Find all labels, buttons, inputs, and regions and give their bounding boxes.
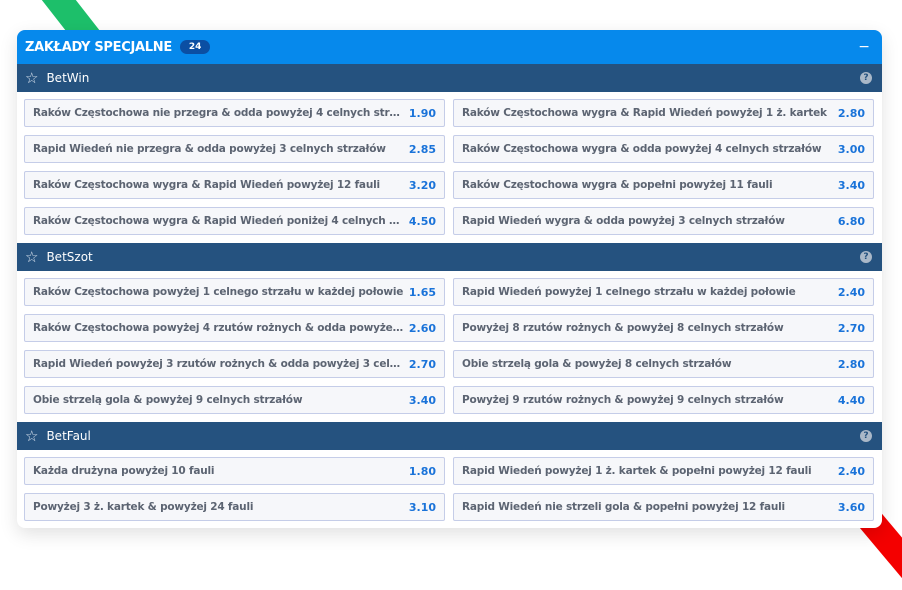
bet-label: Obie strzelą gola & powyżej 9 celnych st…	[33, 394, 303, 406]
panel-header[interactable]: ZAKŁADY SPECJALNE 24 −	[17, 30, 882, 64]
bet-odd: 2.85	[408, 142, 436, 156]
bet-odd: 1.80	[408, 464, 436, 478]
bet-button[interactable]: Raków Częstochowa wygra & Rapid Wiedeń p…	[24, 171, 445, 199]
bet-odd: 1.65	[408, 285, 436, 299]
bet-label: Rapid Wiedeń powyżej 1 celnego strzału w…	[462, 286, 796, 298]
bet-label: Powyżej 8 rzutów rożnych & powyżej 8 cel…	[462, 322, 784, 334]
star-icon[interactable]: ☆	[25, 69, 39, 87]
bet-odd: 2.70	[408, 357, 436, 371]
bet-label: Każda drużyna powyżej 10 fauli	[33, 465, 215, 477]
bet-button[interactable]: Rapid Wiedeń powyżej 1 celnego strzału w…	[453, 278, 874, 306]
bet-label: Raków Częstochowa wygra & Rapid Wiedeń p…	[33, 215, 405, 227]
bet-label: Raków Częstochowa nie przegra & odda pow…	[33, 107, 405, 119]
bet-button[interactable]: Rapid Wiedeń nie strzeli gola & popełni …	[453, 493, 874, 521]
bet-label: Raków Częstochowa wygra & popełni powyże…	[462, 179, 773, 191]
bet-label: Powyżej 3 ż. kartek & powyżej 24 fauli	[33, 501, 254, 513]
section-title: BetWin	[46, 71, 90, 85]
bet-button[interactable]: Rapid Wiedeń nie przegra & odda powyżej …	[24, 135, 445, 163]
help-icon[interactable]: ?	[860, 430, 872, 442]
bet-button[interactable]: Raków Częstochowa wygra & Rapid Wiedeń p…	[24, 207, 445, 235]
bet-button[interactable]: Raków Częstochowa wygra & Rapid Wiedeń p…	[453, 99, 874, 127]
bet-label: Raków Częstochowa wygra & odda powyżej 4…	[462, 143, 822, 155]
star-icon[interactable]: ☆	[25, 248, 39, 266]
bet-label: Rapid Wiedeń powyżej 1 ż. kartek & popeł…	[462, 465, 812, 477]
bet-odd: 1.90	[408, 106, 436, 120]
bet-button[interactable]: Rapid Wiedeń powyżej 3 rzutów rożnych & …	[24, 350, 445, 378]
section-title: BetSzot	[46, 250, 93, 264]
bet-button[interactable]: Raków Częstochowa powyżej 4 rzutów rożny…	[24, 314, 445, 342]
section-title: BetFaul	[46, 429, 91, 443]
bet-button[interactable]: Powyżej 3 ż. kartek & powyżej 24 fauli 3…	[24, 493, 445, 521]
bet-odd: 2.60	[408, 321, 436, 335]
bet-odd: 2.40	[837, 285, 865, 299]
bet-odd: 4.50	[408, 214, 436, 228]
bet-odd: 3.10	[408, 500, 436, 514]
bet-label: Raków Częstochowa powyżej 1 celnego strz…	[33, 286, 404, 298]
bet-odd: 3.60	[837, 500, 865, 514]
bet-button[interactable]: Powyżej 9 rzutów rożnych & powyżej 9 cel…	[453, 386, 874, 414]
help-icon[interactable]: ?	[860, 251, 872, 263]
bet-label: Raków Częstochowa wygra & Rapid Wiedeń p…	[33, 179, 380, 191]
help-icon[interactable]: ?	[860, 72, 872, 84]
bets-grid: Każda drużyna powyżej 10 fauli 1.80 Rapid…	[17, 450, 882, 528]
bet-label: Obie strzelą gola & powyżej 8 celnych st…	[462, 358, 732, 370]
bets-grid: Raków Częstochowa powyżej 1 celnego strz…	[17, 271, 882, 422]
special-bets-panel: ZAKŁADY SPECJALNE 24 − ☆ BetWin ? Raków C…	[17, 30, 882, 528]
bet-label: Raków Częstochowa powyżej 4 rzutów rożny…	[33, 322, 405, 334]
bet-label: Rapid Wiedeń nie przegra & odda powyżej …	[33, 143, 386, 155]
bet-button[interactable]: Raków Częstochowa wygra & odda powyżej 4…	[453, 135, 874, 163]
section-header-betszot[interactable]: ☆ BetSzot ?	[17, 243, 882, 271]
sections: ☆ BetWin ? Raków Częstochowa nie przegra …	[17, 64, 882, 528]
bet-odd: 3.20	[408, 178, 436, 192]
bet-button[interactable]: Powyżej 8 rzutów rożnych & powyżej 8 cel…	[453, 314, 874, 342]
bet-button[interactable]: Raków Częstochowa powyżej 1 celnego strz…	[24, 278, 445, 306]
bet-button[interactable]: Raków Częstochowa nie przegra & odda pow…	[24, 99, 445, 127]
bet-odd: 4.40	[837, 393, 865, 407]
bet-odd: 3.40	[837, 178, 865, 192]
bet-odd: 6.80	[837, 214, 865, 228]
bet-button[interactable]: Rapid Wiedeń powyżej 1 ż. kartek & popeł…	[453, 457, 874, 485]
bets-grid: Raków Częstochowa nie przegra & odda pow…	[17, 92, 882, 243]
panel-title: ZAKŁADY SPECJALNE	[25, 39, 172, 55]
bet-count-badge: 24	[179, 40, 211, 54]
bet-label: Raków Częstochowa wygra & Rapid Wiedeń p…	[462, 107, 827, 119]
section-header-betwin[interactable]: ☆ BetWin ?	[17, 64, 882, 92]
bet-button[interactable]: Każda drużyna powyżej 10 fauli 1.80	[24, 457, 445, 485]
minus-icon[interactable]: −	[858, 39, 870, 55]
bet-odd: 2.80	[837, 357, 865, 371]
bet-button[interactable]: Obie strzelą gola & powyżej 9 celnych st…	[24, 386, 445, 414]
bet-odd: 3.00	[837, 142, 865, 156]
bet-label: Rapid Wiedeń powyżej 3 rzutów rożnych & …	[33, 358, 405, 370]
star-icon[interactable]: ☆	[25, 427, 39, 445]
bet-label: Rapid Wiedeń wygra & odda powyżej 3 celn…	[462, 215, 785, 227]
bet-odd: 2.80	[837, 106, 865, 120]
bet-odd: 3.40	[408, 393, 436, 407]
bet-odd: 2.40	[837, 464, 865, 478]
section-header-betfaul[interactable]: ☆ BetFaul ?	[17, 422, 882, 450]
bet-button[interactable]: Rapid Wiedeń wygra & odda powyżej 3 celn…	[453, 207, 874, 235]
bet-label: Rapid Wiedeń nie strzeli gola & popełni …	[462, 501, 785, 513]
bet-button[interactable]: Obie strzelą gola & powyżej 8 celnych st…	[453, 350, 874, 378]
bet-odd: 2.70	[837, 321, 865, 335]
bet-button[interactable]: Raków Częstochowa wygra & popełni powyże…	[453, 171, 874, 199]
bet-label: Powyżej 9 rzutów rożnych & powyżej 9 cel…	[462, 394, 784, 406]
